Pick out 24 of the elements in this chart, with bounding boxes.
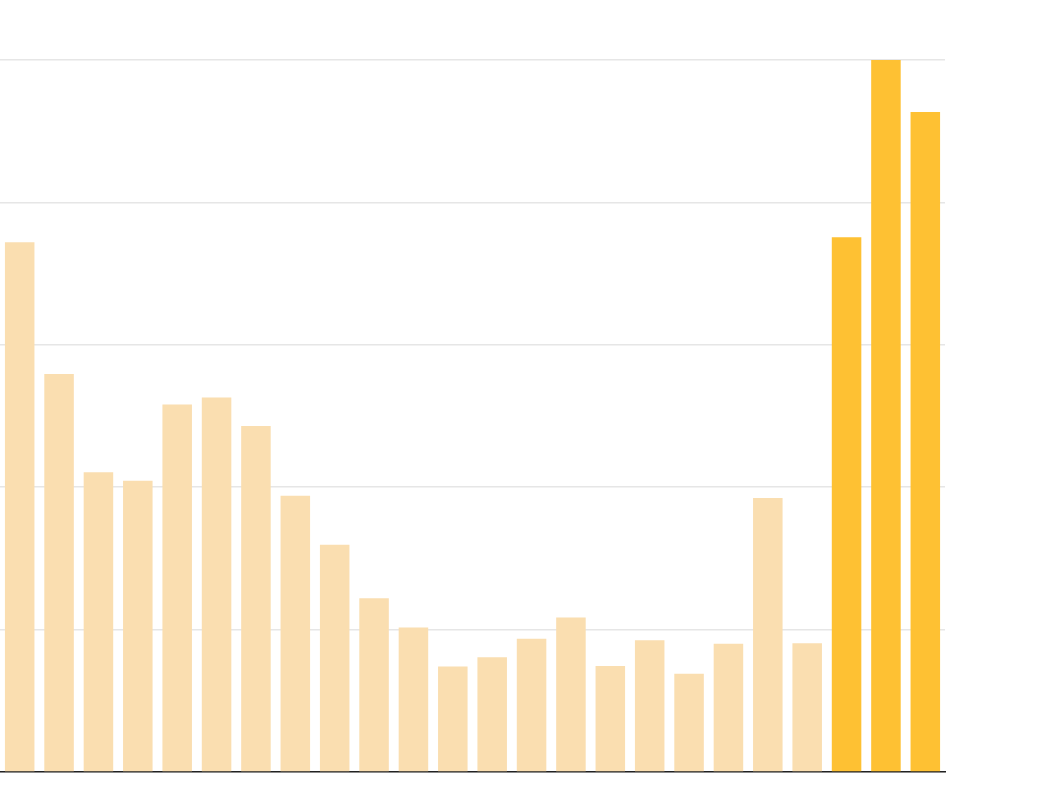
bar xyxy=(201,397,232,772)
bar xyxy=(595,665,626,772)
bar xyxy=(83,472,114,772)
bar xyxy=(753,497,783,772)
bar xyxy=(319,544,350,772)
bar xyxy=(831,237,862,772)
bar xyxy=(241,425,271,772)
bar xyxy=(792,643,822,772)
bar xyxy=(910,111,941,772)
bar xyxy=(556,617,586,772)
bar xyxy=(280,495,311,772)
bar xyxy=(359,598,389,772)
bar xyxy=(44,373,74,772)
bar xyxy=(674,673,704,772)
bar xyxy=(4,242,35,772)
bar xyxy=(634,640,665,772)
bar xyxy=(123,480,153,772)
bar xyxy=(713,643,744,772)
bar xyxy=(477,657,507,772)
bar xyxy=(162,404,192,772)
bar xyxy=(438,666,468,772)
bar xyxy=(516,638,547,772)
bar xyxy=(398,627,429,772)
bar xyxy=(871,60,901,772)
